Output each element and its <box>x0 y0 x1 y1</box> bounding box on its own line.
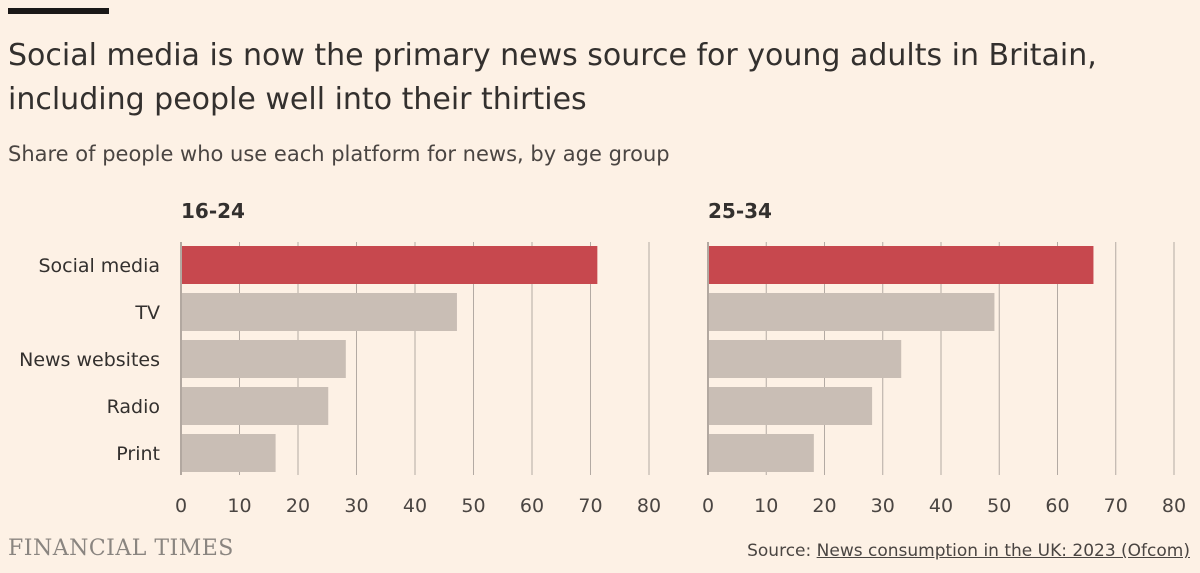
x-tick-label: 70 <box>578 495 602 517</box>
top-accent-bar <box>8 8 109 14</box>
x-tick-label: 40 <box>929 495 953 517</box>
bar-radio <box>709 387 873 425</box>
x-tick-label: 50 <box>461 495 485 517</box>
bar-radio <box>182 387 329 425</box>
x-tick-label: 20 <box>812 495 836 517</box>
bar-social-media <box>709 246 1094 284</box>
x-tick-label: 60 <box>1045 495 1069 517</box>
bar-tv <box>709 293 995 331</box>
source-link[interactable]: News consumption in the UK: 2023 (Ofcom) <box>816 541 1190 561</box>
x-tick-label: 0 <box>175 495 187 517</box>
panel-title: 25-34 <box>708 199 772 223</box>
x-tick-label: 40 <box>403 495 427 517</box>
bar-print <box>182 434 276 472</box>
chart-subtitle: Share of people who use each platform fo… <box>8 142 670 166</box>
category-label: Print <box>116 443 160 465</box>
source-note: Source: News consumption in the UK: 2023… <box>747 541 1190 561</box>
bar-news-websites <box>182 340 346 378</box>
panel-title: 16-24 <box>181 199 245 223</box>
x-tick-label: 50 <box>987 495 1011 517</box>
x-tick-label: 80 <box>637 495 661 517</box>
x-tick-label: 70 <box>1104 495 1128 517</box>
category-label: Social media <box>38 255 160 277</box>
source-label: Source: <box>747 541 817 561</box>
category-label: TV <box>134 302 160 324</box>
x-tick-label: 10 <box>754 495 778 517</box>
category-label: Radio <box>107 396 160 418</box>
x-tick-label: 80 <box>1162 495 1186 517</box>
x-tick-label: 30 <box>871 495 895 517</box>
bar-tv <box>182 293 457 331</box>
x-tick-label: 20 <box>286 495 310 517</box>
x-tick-label: 60 <box>520 495 544 517</box>
x-tick-label: 30 <box>344 495 368 517</box>
ft-logo: FINANCIAL TIMES <box>8 536 234 561</box>
bar-news-websites <box>709 340 902 378</box>
chart-title: Social media is now the primary news sou… <box>8 38 1097 117</box>
bar-social-media <box>182 246 598 284</box>
x-tick-label: 10 <box>227 495 251 517</box>
category-label: News websites <box>19 349 160 371</box>
bar-print <box>709 434 814 472</box>
x-tick-label: 0 <box>702 495 714 517</box>
